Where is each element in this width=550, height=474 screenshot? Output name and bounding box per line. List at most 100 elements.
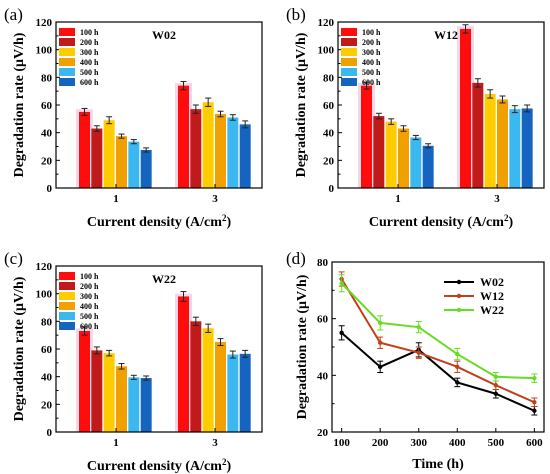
legend-label: 100 h [80,28,99,37]
legend-swatch [59,322,75,330]
legend-swatch [59,292,75,300]
legend-swatch [341,68,357,76]
legend-label: W12 [480,289,504,303]
x-tick-label: 3 [494,193,500,205]
y-tick-label: 60 [41,100,53,112]
bar [178,296,189,432]
legend-swatch [59,272,75,280]
y-axis-title: Degradation rate (μV/h) [294,32,309,177]
bar [410,137,422,188]
x-axis-title: Time (h) [412,457,464,472]
x-tick-label: 1 [395,193,401,205]
legend-label: 100 h [362,28,381,37]
bar [128,141,140,188]
legend-label: W02 [480,275,504,289]
plot-frame [331,261,545,433]
bar [202,328,214,432]
bar [202,102,214,188]
series-line [340,282,535,380]
data-point [455,364,460,370]
x-tick-label: 600 [526,437,543,449]
bar [116,366,127,432]
legend-label: 400 h [362,58,381,67]
bar [398,128,409,188]
data-point [455,351,460,357]
legend-swatch [59,78,75,86]
x-axis-title: Current density (A/cm2) [87,213,232,230]
legend-label: 300 h [362,48,381,57]
y-tick-label: 20 [323,155,335,167]
bar [140,149,152,188]
y-axis-title: Degradation rate (μV/h) [12,32,27,177]
legend-label: 300 h [80,48,99,57]
x-tick-label: 400 [449,437,466,449]
bar [79,111,90,188]
legend-swatch [59,48,75,56]
y-tick-label: 60 [41,344,53,356]
legend-label: 600 h [80,78,99,87]
legend-swatch [341,48,357,56]
data-point [377,320,383,326]
legend-label: 400 h [80,302,99,311]
legend-marker [456,279,462,285]
legend-label: 500 h [80,68,99,77]
y-tick-label: 40 [323,128,335,140]
y-axis-title: Degradation rate (μV/h) [295,274,310,419]
data-point [493,374,499,379]
y-tick-label: 20 [41,155,53,167]
y-tick-label: 60 [317,314,329,326]
panel-title: W02 [152,28,176,42]
bar [239,353,251,432]
data-point [532,400,537,405]
bar [227,117,239,188]
data-point [416,350,421,355]
bar [178,85,189,188]
bar [140,378,152,432]
y-tick-label: 80 [317,257,329,269]
legend-marker [456,307,462,313]
series-line [340,332,535,412]
x-tick-label: 200 [372,437,389,449]
legend-label: 400 h [80,58,99,67]
y-tick-label: 100 [36,45,53,57]
y-tick-label: 80 [41,72,53,84]
x-tick-label: 300 [410,437,427,449]
legend-label: 100 h [80,272,99,281]
bar [239,124,251,188]
bar [422,145,434,188]
bar [91,128,103,188]
data-point [493,391,499,396]
panel-label: (b) [286,5,306,24]
legend-marker [456,293,462,299]
data-point [493,383,499,388]
y-tick-label: 40 [317,370,329,382]
y-tick-label: 0 [47,427,53,439]
x-tick-label: 3 [212,193,218,205]
legend-label: 500 h [362,68,381,77]
panel-title: W22 [152,272,176,286]
series-line [340,278,535,404]
y-tick-label: 120 [318,17,335,29]
y-tick-label: 0 [47,183,53,195]
legend-label: 200 h [362,38,381,47]
legend-swatch [341,28,357,36]
x-tick-label: 500 [488,437,505,449]
x-tick-label: 1 [113,437,119,449]
legend-label: W22 [480,303,504,317]
x-axis-title: Current density (A/cm2) [87,457,232,474]
y-tick-label: 0 [329,183,335,195]
panel-label: (a) [4,5,23,24]
x-axis-title: Current density (A/cm2) [369,213,514,230]
bar [103,353,115,432]
data-point [377,340,383,345]
y-tick-label: 20 [41,399,53,411]
bar [373,116,385,188]
y-tick-label: 40 [41,128,53,140]
bar [103,120,115,188]
legend-swatch [59,282,75,290]
bar [497,99,508,188]
bar [484,93,496,188]
panel-label: (d) [286,249,306,268]
